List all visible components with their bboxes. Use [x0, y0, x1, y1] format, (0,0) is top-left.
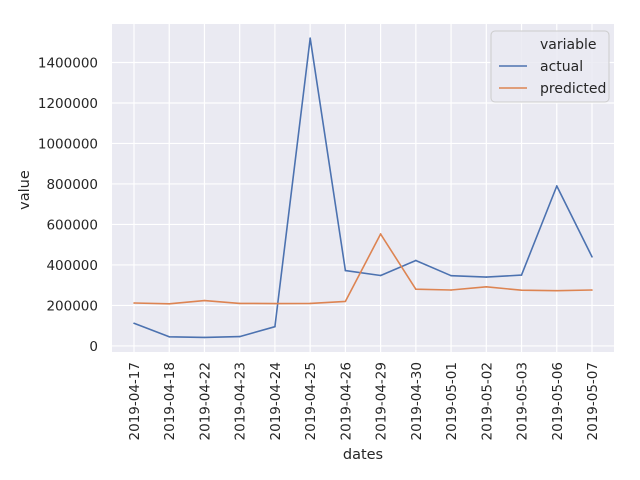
data-point [168, 303, 171, 305]
legend-items: actual predicted [499, 59, 606, 97]
data-point [591, 289, 593, 291]
data-point [450, 289, 452, 291]
y-tick-label: 0 [89, 339, 98, 355]
data-point [168, 336, 171, 338]
x-tick-label: 2019-05-07 [585, 362, 601, 440]
data-point [344, 269, 347, 272]
series-layer [133, 37, 593, 339]
data-point [133, 322, 135, 325]
data-point [309, 302, 311, 305]
data-point [555, 185, 558, 187]
legend: variable actual predicted [490, 30, 610, 103]
y-tick-label: 200000 [46, 298, 98, 314]
x-tick-label: 2019-05-01 [444, 362, 460, 440]
data-point [274, 302, 276, 305]
x-tick-label: 2019-05-02 [479, 362, 495, 440]
data-point [415, 288, 417, 291]
x-tick-label: 2019-04-29 [374, 362, 390, 440]
x-tick-label: 2019-04-18 [162, 362, 178, 440]
x-tick-label: 2019-04-30 [409, 362, 425, 440]
legend-item-predicted: predicted [499, 81, 606, 97]
x-tick-label: 2019-05-03 [515, 362, 531, 440]
x-tick-label: 2019-04-26 [338, 362, 354, 440]
series-actual [133, 37, 593, 339]
series-line-predicted [133, 233, 593, 305]
data-point [450, 274, 452, 277]
x-tick-label: 2019-04-22 [197, 362, 213, 440]
data-point [485, 276, 488, 278]
data-point [344, 300, 347, 303]
data-point [203, 299, 206, 302]
x-tick-label: 2019-04-23 [233, 362, 249, 440]
y-tick-label: 600000 [46, 217, 98, 233]
x-tick-label: 2019-05-06 [550, 362, 566, 440]
y-tick-label: 1200000 [38, 96, 98, 112]
data-point [274, 325, 276, 328]
x-axis-label: dates [343, 447, 383, 463]
legend-label: predicted [540, 81, 606, 97]
data-point [203, 336, 206, 339]
data-point [520, 274, 523, 276]
y-tick-label: 400000 [46, 258, 98, 274]
x-tick-label: 2019-04-17 [127, 362, 143, 440]
series-line-actual [133, 37, 593, 339]
data-point [520, 289, 523, 292]
grid-lines [112, 24, 614, 352]
data-point [379, 274, 382, 277]
y-tick-label: 1000000 [38, 136, 98, 152]
data-point [309, 37, 311, 39]
data-point [485, 286, 488, 288]
data-point [555, 289, 558, 292]
legend-title: variable [540, 37, 596, 53]
data-point [238, 302, 241, 305]
legend-box [490, 30, 610, 103]
x-axis-ticks: 2019-04-17 2019-04-18 2019-04-22 2019-04-23… [127, 362, 601, 440]
y-tick-label: 1400000 [38, 55, 98, 71]
x-tick-label: 2019-04-24 [268, 362, 284, 440]
y-axis-ticks: 0 200000 400000 600000 800000 1000000 1200000 1… [38, 55, 98, 354]
data-point [591, 256, 593, 258]
data-point [379, 233, 382, 235]
data-point [415, 259, 417, 262]
legend-label: actual [540, 59, 583, 75]
series-predicted [133, 233, 593, 305]
legend-item-actual: actual [499, 59, 583, 75]
y-tick-label: 800000 [46, 177, 98, 193]
data-point [133, 302, 135, 304]
data-point [238, 335, 241, 338]
y-axis-label: value [17, 170, 33, 210]
x-tick-label: 2019-04-25 [303, 362, 319, 440]
